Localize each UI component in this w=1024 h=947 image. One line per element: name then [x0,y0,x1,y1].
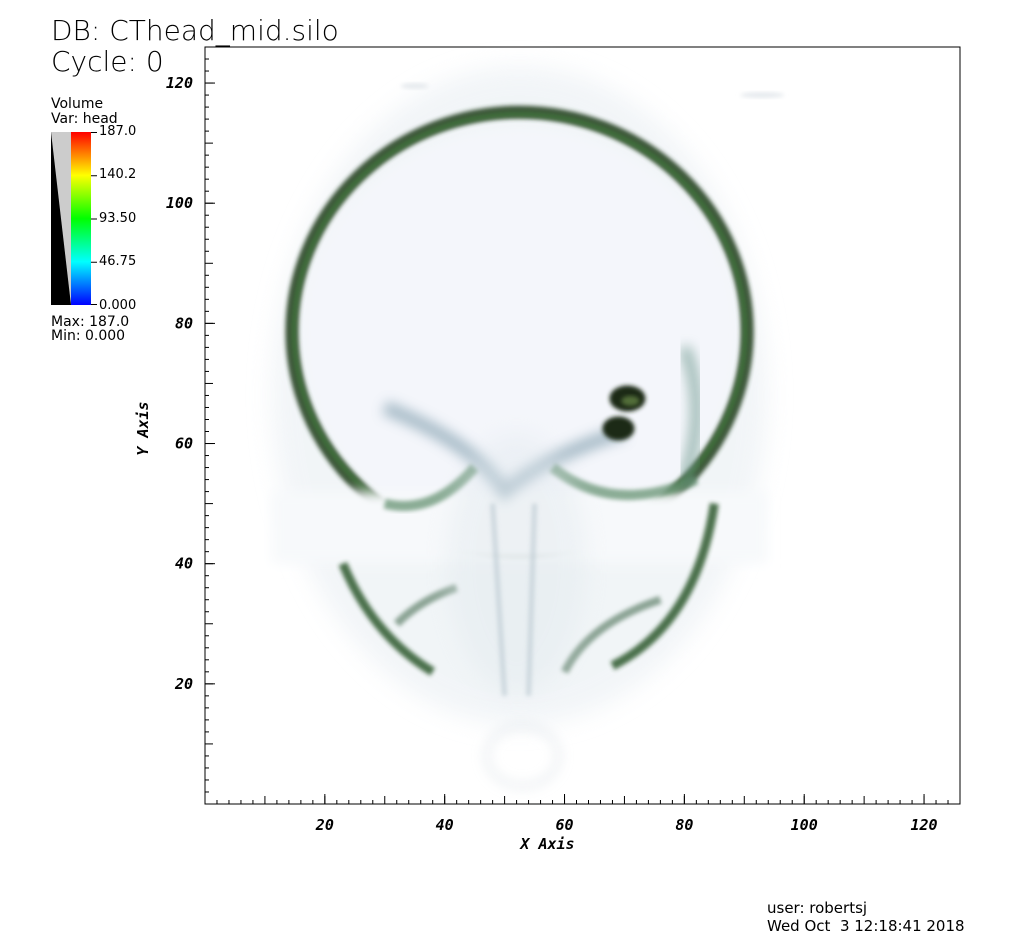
brain-region [301,128,738,543]
lower-jaw-faint [484,723,562,789]
top-artifact [400,83,429,90]
y-tick-label: 80 [175,314,193,332]
legend-tick-label: 46.75 [99,254,137,269]
legend-tick-label: 140.2 [99,167,137,182]
right-mastoid [678,345,703,482]
x-tick-label: 60 [555,816,573,834]
x-tick-label: 100 [791,816,818,834]
mandible-left [338,561,436,676]
legend-variable: Var: head [51,111,118,127]
x-tick-label: 80 [675,816,693,834]
y-axis-title: Y Axis [134,401,152,455]
legend-plot-type: Volume [51,96,104,112]
y-tick-label: 120 [166,74,193,92]
y-tick-label: 40 [175,555,193,573]
colorbar-legend [51,132,97,305]
top-artifact [740,92,785,99]
legend-max-value: Max: 187.0 [51,314,130,330]
x-tick-label: 40 [436,816,454,834]
maxilla-right [560,595,662,674]
spine-columns [490,503,538,697]
legend-tick-min: 0.000 [99,298,137,313]
cycle-label: Cycle: 0 [51,45,164,78]
color-ramp-bar [71,132,91,305]
mandible-right [610,502,719,670]
temporal-bone-lower [602,416,635,441]
temporal-bone-core [621,395,640,406]
user-label: user: robertsj [767,899,868,917]
cervical-region [446,433,587,694]
axes: 20 40 60 80 100 120 20 40 60 80 100 120 X Axis Y Axis [134,58,949,853]
x-tick-label: 20 [315,816,334,834]
y-tick-label: 20 [174,675,193,693]
database-title: DB: CThead_mid.silo [51,14,339,47]
legend-tick-max: 187.0 [99,124,137,139]
opacity-ramp-shape [51,132,71,305]
legend-min-value: Min: 0.000 [51,328,126,344]
timestamp-label: Wed Oct 3 12:18:41 2018 [767,917,965,935]
x-tick-label: 120 [911,816,938,834]
y-tick-label: 100 [166,194,193,212]
legend-tick-label: 93.50 [99,211,137,226]
y-tick-label: 60 [175,435,193,453]
x-axis-title: X Axis [518,835,574,853]
volume-rendering [271,66,785,789]
